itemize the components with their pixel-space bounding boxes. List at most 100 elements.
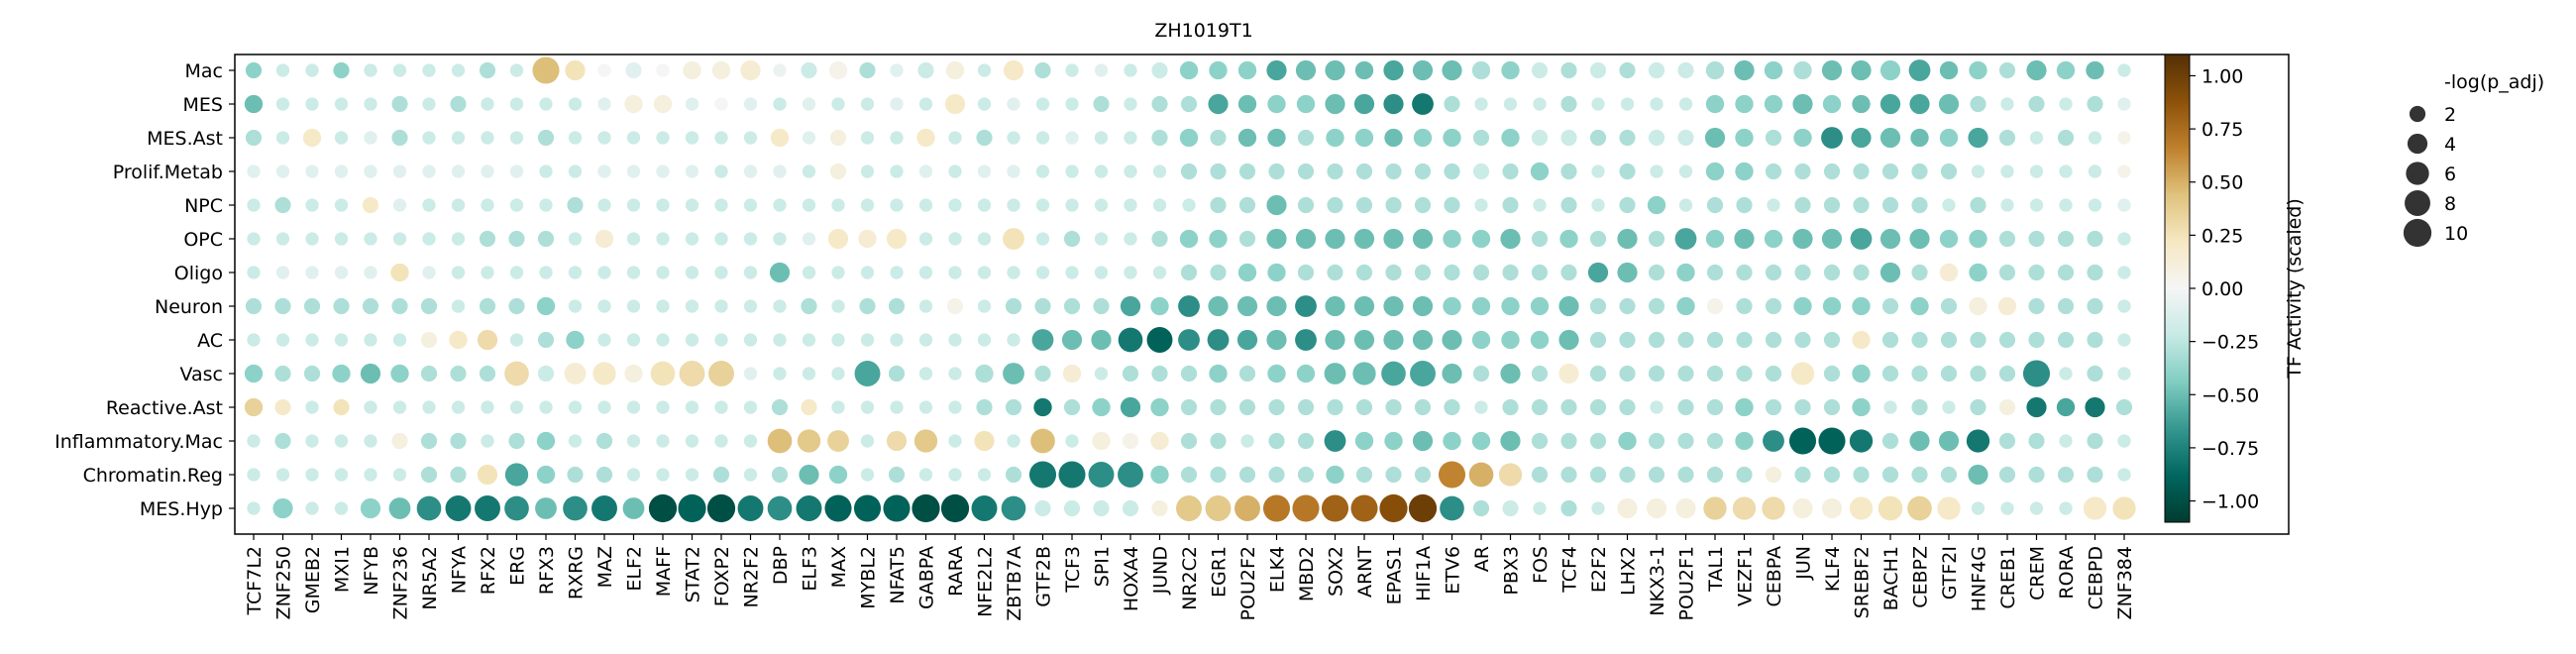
dot-mark (508, 297, 525, 315)
dot-mark (1969, 60, 1987, 80)
dot-mark (1853, 466, 1870, 484)
row-label: OPC (183, 229, 223, 251)
dot-mark (824, 494, 852, 522)
column-label: SREBF2 (1852, 546, 1874, 618)
dot-mark (656, 266, 670, 279)
dot-mark (1268, 163, 1285, 180)
row-label: Inflammatory.Mac (54, 431, 223, 453)
dot-mark (1091, 329, 1112, 351)
dot-mark (504, 361, 529, 386)
column-label: TAL1 (1705, 546, 1727, 593)
dot-mark (1998, 432, 2016, 450)
dot-mark (1998, 61, 2016, 79)
dot-mark (1383, 93, 1404, 115)
dot-mark (1297, 129, 1315, 147)
dot-mark (1003, 228, 1024, 250)
dot-mark (305, 333, 319, 347)
dot-mark (1589, 398, 1607, 416)
dot-mark (364, 333, 377, 347)
dot-mark (2057, 297, 2075, 315)
dot-mark (1474, 97, 1488, 111)
size-legend-label: 10 (2444, 223, 2468, 245)
dot-mark (537, 129, 555, 147)
column-label: POU2F2 (1237, 546, 1259, 620)
dot-mark (1210, 163, 1227, 180)
dot-mark (1035, 97, 1050, 111)
dot-mark (1065, 266, 1079, 279)
dot-mark (422, 198, 436, 212)
dot-mark (1501, 330, 1520, 350)
dot-mark (422, 400, 436, 414)
dot-mark (743, 333, 758, 347)
dot-mark (332, 364, 351, 383)
dot-mark (1034, 61, 1051, 79)
row-label: MES (183, 94, 223, 116)
dot-mark (1063, 398, 1081, 416)
dot-mark (1471, 60, 1491, 80)
dot-mark (1677, 365, 1694, 382)
dot-mark (2057, 264, 2075, 281)
dot-mark (1353, 329, 1375, 351)
dot-mark (918, 299, 933, 313)
dot-mark (563, 495, 588, 521)
chart-title: ZH1019T1 (1154, 20, 1252, 42)
column-label: HOXA4 (1121, 546, 1142, 611)
dot-mark (305, 63, 319, 77)
dot-mark (829, 163, 847, 180)
dot-mark (1414, 264, 1432, 281)
dot-mark (1124, 131, 1137, 145)
dot-mark (2029, 198, 2044, 212)
dot-mark (1617, 497, 1638, 519)
dot-mark (1205, 495, 1232, 521)
dot-mark (2112, 496, 2136, 520)
dot-mark (1124, 232, 1137, 246)
dot-mark (1502, 196, 1519, 214)
dot-mark (392, 198, 407, 212)
column-label: RARA (945, 546, 967, 597)
dot-mark (712, 466, 730, 484)
size-legend-dot (2403, 218, 2432, 248)
colorbar-tick-label: 0.25 (2201, 225, 2243, 247)
dot-mark (1266, 295, 1287, 317)
dot-mark (1150, 397, 1169, 417)
dot-mark (1558, 295, 1579, 317)
dot-mark (1560, 196, 1577, 214)
dot-mark (1267, 364, 1286, 383)
dot-mark (1413, 128, 1433, 148)
dot-mark (1794, 163, 1811, 180)
dot-mark (1385, 398, 1402, 416)
dot-mark (1063, 297, 1081, 315)
dot-mark (1706, 196, 1724, 214)
column-label: ERG (507, 546, 529, 586)
dot-mark (539, 97, 553, 111)
dot-mark (477, 329, 498, 351)
dot-mark (272, 497, 293, 519)
dot-mark (2087, 365, 2103, 382)
dot-mark (1472, 499, 1490, 517)
dot-mark (918, 468, 933, 482)
column-label: NFE2L2 (975, 546, 997, 617)
dot-mark (1939, 128, 1959, 148)
dot-mark (1325, 228, 1345, 250)
dot-mark (2117, 63, 2131, 77)
dot-mark (948, 468, 962, 482)
dot-mark (247, 164, 261, 178)
dot-mark (1385, 163, 1402, 180)
size-legend-label: 6 (2444, 164, 2456, 185)
dot-mark (1237, 128, 1257, 148)
column-labels: TCF7L2 ZNF250 GMEB2 MXI1 NFYB ZNF236 NR5A2 NFYA… (244, 534, 2136, 621)
dot-mark (1907, 495, 1932, 521)
dot-mark (305, 266, 319, 279)
dot-mark (1033, 397, 1052, 417)
dot-mark (1003, 363, 1024, 384)
dot-mark (1558, 329, 1579, 351)
dot-mark (831, 266, 845, 279)
dot-mark (1001, 495, 1026, 521)
dot-mark (568, 131, 583, 145)
column-label: GTF2B (1033, 546, 1055, 607)
dot-mark (1530, 296, 1550, 316)
dot-mark (1118, 327, 1143, 353)
dot-mark (274, 196, 291, 214)
dot-mark (1968, 127, 1988, 149)
dot-mark (481, 164, 494, 178)
